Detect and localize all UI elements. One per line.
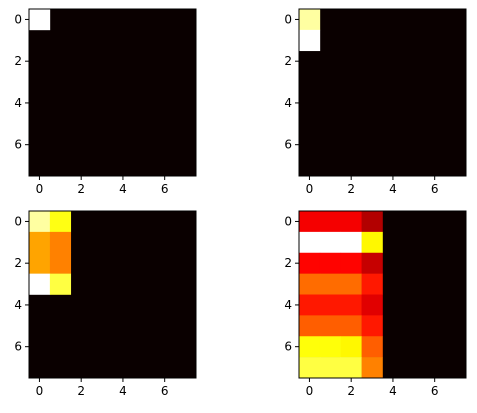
x-tick-label: 0 <box>36 384 44 398</box>
y-tick-label: 2 <box>284 256 292 270</box>
heatmap-background <box>29 9 196 176</box>
y-tick-label: 4 <box>14 298 22 312</box>
y-tick-label: 0 <box>14 12 22 26</box>
axes-frame <box>298 210 467 379</box>
y-tick-label: 2 <box>284 54 292 68</box>
heatmap-cell <box>319 315 342 337</box>
heatmap-cell <box>340 231 362 254</box>
heatmap-cell <box>361 231 383 254</box>
y-tick-label: 4 <box>284 96 292 110</box>
x-tick-label: 2 <box>347 182 355 196</box>
heatmap-panel: 0 2 4 6 0 2 4 6 <box>14 8 197 196</box>
heatmap-cell <box>361 357 383 379</box>
x-tick-label: 0 <box>36 182 44 196</box>
heatmap-cell <box>299 29 321 52</box>
x-tick-label: 6 <box>161 182 169 196</box>
heatmap-panel: 0 2 4 6 0 2 4 6 <box>284 210 467 398</box>
y-tick-label: 0 <box>284 12 292 26</box>
x-tick-label: 4 <box>389 182 397 196</box>
x-tick-label: 4 <box>389 384 397 398</box>
heatmap-cell <box>319 336 342 358</box>
heatmap-cell <box>319 357 342 379</box>
heatmap-cell <box>361 315 383 337</box>
heatmap-cell <box>299 211 321 233</box>
y-tick-label: 6 <box>284 138 292 152</box>
x-tick-label: 0 <box>306 182 314 196</box>
heatmap-cell <box>299 231 321 254</box>
heatmap-cell <box>49 252 72 274</box>
heatmap-cell <box>340 294 362 316</box>
heatmap-cell <box>299 273 321 295</box>
x-tick-label: 2 <box>77 384 85 398</box>
heatmap-cell <box>29 231 51 254</box>
heatmap-cell <box>49 211 72 233</box>
x-tick-label: 6 <box>431 384 439 398</box>
heatmap-cell <box>340 252 362 274</box>
y-tick-label: 6 <box>284 340 292 354</box>
x-tick-label: 6 <box>431 182 439 196</box>
heatmap-cell <box>319 294 342 316</box>
x-tick-label: 2 <box>347 384 355 398</box>
y-tick-label: 6 <box>14 340 22 354</box>
heatmap-panel: 0 2 4 6 0 2 4 6 <box>284 8 467 196</box>
heatmap-cell <box>299 252 321 274</box>
heatmap-cell <box>299 315 321 337</box>
x-tick-label: 4 <box>119 182 127 196</box>
heatmap-cell <box>319 252 342 274</box>
heatmap-cell <box>361 211 383 233</box>
axes-frame <box>298 8 467 177</box>
y-tick-label: 0 <box>14 214 22 228</box>
y-tick-label: 2 <box>14 54 22 68</box>
heatmap-cell <box>340 336 362 358</box>
y-tick-label: 0 <box>284 214 292 228</box>
heatmap-background <box>299 9 466 176</box>
heatmap-cell <box>319 273 342 295</box>
x-tick-label: 2 <box>77 182 85 196</box>
heatmap-cell <box>340 273 362 295</box>
heatmap-panel: 0 2 4 6 0 2 4 6 <box>14 210 197 398</box>
x-tick-label: 0 <box>306 384 314 398</box>
heatmap-cell <box>49 273 72 295</box>
heatmap-cell <box>340 211 362 233</box>
heatmap-cell <box>29 211 51 233</box>
heatmap-cell <box>49 231 72 254</box>
y-tick-label: 4 <box>284 298 292 312</box>
heatmap-cell <box>361 294 383 316</box>
heatmap-cell <box>29 273 51 295</box>
heatmap-cell <box>340 357 362 379</box>
heatmap-cell <box>319 211 342 233</box>
heatmap-cell <box>29 9 51 31</box>
heatmap-cell <box>29 252 51 274</box>
y-tick-label: 2 <box>14 256 22 270</box>
x-tick-label: 6 <box>161 384 169 398</box>
heatmap-cell <box>319 231 342 254</box>
heatmap-cell <box>361 273 383 295</box>
axes-frame <box>28 8 197 177</box>
heatmap-cell <box>299 294 321 316</box>
heatmap-cell <box>299 9 321 31</box>
heatmap-cell <box>299 357 321 379</box>
y-tick-label: 4 <box>14 96 22 110</box>
heatmap-cell <box>361 252 383 274</box>
axes-frame <box>28 210 197 379</box>
y-tick-label: 6 <box>14 138 22 152</box>
x-tick-label: 4 <box>119 384 127 398</box>
heatmap-cell <box>340 315 362 337</box>
heatmap-cell <box>299 336 321 358</box>
heatmap-cell <box>361 336 383 358</box>
